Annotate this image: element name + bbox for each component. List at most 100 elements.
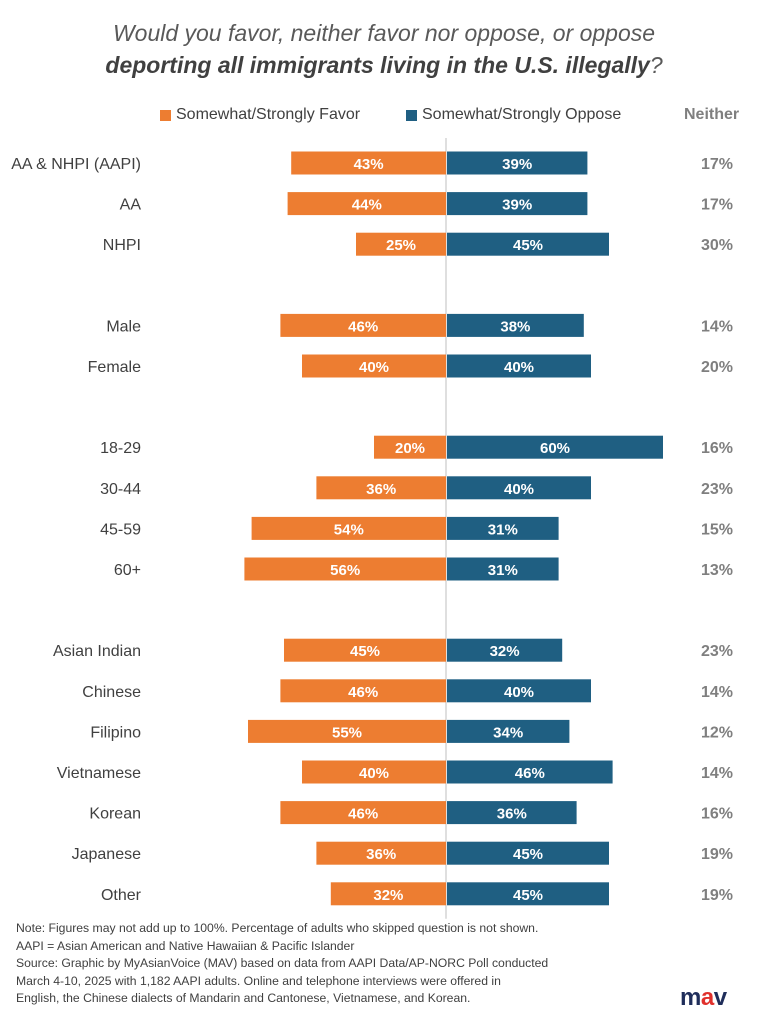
chart-title-end: ?	[649, 52, 663, 78]
favor-bar	[302, 354, 446, 378]
oppose-bar	[447, 719, 570, 743]
favor-value-label: 46%	[348, 318, 378, 335]
category-label: Asian Indian	[53, 643, 141, 660]
oppose-bar	[447, 232, 609, 256]
neither-value-label: 15%	[701, 521, 733, 538]
oppose-value-label: 39%	[502, 197, 532, 214]
category-label: AA	[120, 197, 142, 214]
category-label: Male	[106, 318, 141, 335]
favor-bar	[244, 557, 446, 581]
neither-value-label: 14%	[701, 765, 733, 782]
oppose-bar	[447, 760, 613, 784]
favor-bar	[248, 719, 446, 743]
oppose-bar	[447, 679, 591, 703]
favor-value-label: 54%	[334, 521, 364, 538]
category-label: Vietnamese	[57, 765, 141, 782]
oppose-value-label: 31%	[488, 562, 518, 579]
category-label: 30-44	[100, 481, 141, 498]
oppose-value-label: 34%	[493, 724, 523, 741]
oppose-bar	[447, 192, 588, 216]
note-line: Note: Figures may not add up to 100%. Pe…	[16, 921, 539, 935]
neither-value-label: 14%	[701, 684, 733, 701]
neither-value-label: 23%	[701, 481, 733, 498]
neither-value-label: 16%	[701, 440, 733, 457]
category-label: Female	[88, 359, 141, 376]
note-line: English, the Chinese dialects of Mandari…	[16, 991, 471, 1005]
category-label: AA & NHPI (AAPI)	[11, 156, 141, 173]
oppose-value-label: 39%	[502, 156, 532, 173]
oppose-bar	[447, 151, 588, 175]
oppose-value-label: 40%	[504, 359, 534, 376]
note-line: AAPI = Asian American and Native Hawaiia…	[16, 938, 355, 953]
legend-favor-label: Somewhat/Strongly Favor	[176, 106, 361, 123]
oppose-bar	[447, 435, 663, 459]
oppose-bar	[447, 638, 563, 662]
note-line: Source: Graphic by MyAsianVoice (MAV) ba…	[16, 956, 549, 970]
favor-bar	[251, 516, 446, 540]
oppose-value-label: 36%	[497, 806, 527, 823]
oppose-bar	[447, 476, 591, 500]
neither-value-label: 12%	[701, 724, 733, 741]
neither-value-label: 17%	[701, 197, 733, 214]
legend-oppose-swatch	[406, 109, 417, 121]
favor-bar	[316, 476, 446, 500]
favor-value-label: 40%	[359, 765, 389, 782]
favor-bar	[280, 801, 446, 825]
oppose-bar	[447, 313, 584, 337]
neither-value-label: 17%	[701, 156, 733, 173]
category-label: 18-29	[100, 440, 141, 457]
favor-value-label: 32%	[373, 887, 403, 904]
category-label: Filipino	[90, 724, 141, 741]
oppose-bar	[447, 516, 559, 540]
favor-bar	[287, 192, 446, 216]
favor-bar	[280, 313, 446, 337]
oppose-value-label: 45%	[513, 887, 543, 904]
favor-bar	[280, 679, 446, 703]
favor-value-label: 36%	[366, 481, 396, 498]
neither-value-label: 19%	[701, 887, 733, 904]
category-label: 60+	[114, 562, 141, 579]
oppose-value-label: 38%	[500, 318, 530, 335]
neither-value-label: 23%	[701, 643, 733, 660]
favor-value-label: 46%	[348, 806, 378, 823]
favor-bar	[356, 232, 446, 256]
neither-value-label: 20%	[701, 359, 733, 376]
favor-value-label: 44%	[352, 197, 382, 214]
category-label: Korean	[89, 806, 141, 823]
favor-value-label: 25%	[386, 237, 416, 254]
chart-title-line2: deporting all immigrants living in the U…	[0, 52, 768, 79]
favor-bar	[284, 638, 446, 662]
oppose-value-label: 40%	[504, 481, 534, 498]
oppose-bar	[447, 841, 609, 865]
category-label: 45-59	[100, 521, 141, 538]
favor-value-label: 36%	[366, 846, 396, 863]
category-label: NHPI	[103, 237, 141, 254]
favor-value-label: 20%	[395, 440, 425, 457]
legend-favor: Somewhat/Strongly Favor	[160, 106, 360, 124]
neither-value-label: 13%	[701, 562, 733, 579]
oppose-value-label: 40%	[504, 684, 534, 701]
favor-bar	[291, 151, 446, 175]
neither-value-label: 30%	[701, 237, 733, 254]
oppose-bar	[447, 354, 591, 378]
category-label: Japanese	[72, 846, 141, 863]
neither-value-label: 16%	[701, 806, 733, 823]
favor-bar	[374, 435, 446, 459]
neither-value-label: 19%	[701, 846, 733, 863]
oppose-value-label: 31%	[488, 521, 518, 538]
mav-logo: mav	[680, 984, 727, 1011]
favor-value-label: 43%	[354, 156, 384, 173]
favor-value-label: 56%	[330, 562, 360, 579]
oppose-value-label: 60%	[540, 440, 570, 457]
favor-bar	[302, 760, 446, 784]
favor-bar	[316, 841, 446, 865]
category-label: Other	[101, 887, 142, 904]
note-line: March 4-10, 2025 with 1,182 AAPI adults.…	[16, 973, 501, 988]
chart-notes: Note: Figures may not add up to 100%. Pe…	[16, 920, 656, 1008]
neither-value-label: 14%	[701, 318, 733, 335]
oppose-value-label: 32%	[490, 643, 520, 660]
legend-neither-header: Neither	[684, 106, 740, 123]
legend-oppose-label: Somewhat/Strongly Oppose	[422, 106, 622, 123]
favor-value-label: 45%	[350, 643, 380, 660]
